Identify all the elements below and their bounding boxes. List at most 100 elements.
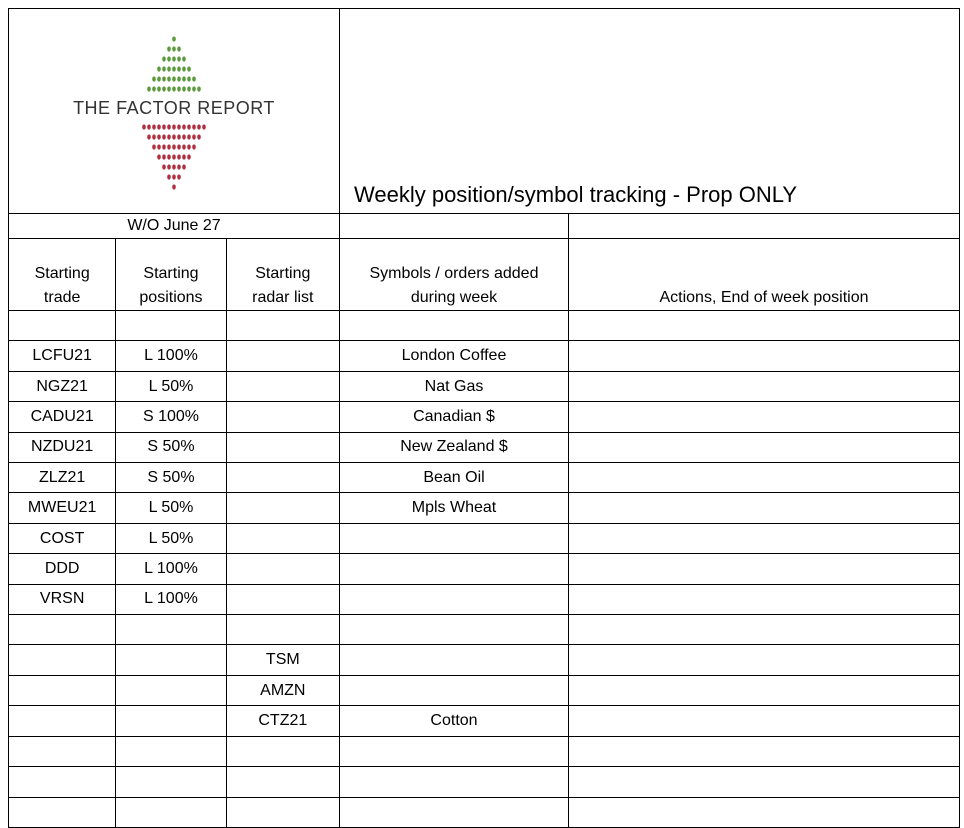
logo-dot — [182, 86, 186, 92]
header-cell: Symbols / orders added during week — [339, 238, 569, 311]
logo-dot — [152, 144, 156, 150]
header-text: Symbols / orders added — [369, 265, 539, 282]
header-text: Starting — [143, 265, 199, 282]
data-cell: L 100% — [115, 340, 227, 372]
logo-dot — [157, 134, 161, 140]
blank-cell — [568, 213, 960, 239]
logo-dot — [172, 134, 176, 140]
logo-dot — [152, 76, 156, 82]
data-row: CADU21 S 100% Canadian $ — [7, 401, 960, 433]
blank-cell — [339, 309, 569, 342]
blank-cell — [115, 309, 227, 342]
blank-cell — [225, 431, 341, 464]
spreadsheet: THE FACTOR REPORT Weekly position/symbol… — [7, 8, 960, 828]
logo-dot — [167, 56, 171, 62]
blank-cell — [225, 309, 341, 342]
logo-dot — [177, 86, 181, 92]
data-row — [7, 614, 960, 646]
logo-dot — [152, 134, 156, 140]
blank-cell — [339, 674, 569, 707]
logo-dot — [167, 76, 171, 82]
data-row: LCFU21 L 100% London Coffee — [7, 340, 960, 372]
header-text: trade — [43, 289, 81, 306]
logo-dot — [172, 124, 176, 130]
tracking-table: THE FACTOR REPORT Weekly position/symbol… — [7, 8, 960, 828]
blank-cell — [115, 796, 227, 828]
logo-dot — [172, 164, 176, 170]
blank-cell — [7, 614, 117, 646]
logo-dot — [162, 124, 166, 130]
logo-dot — [157, 66, 161, 72]
blank-cell — [115, 614, 227, 646]
blank-cell — [7, 705, 117, 737]
logo-dot — [162, 86, 166, 92]
logo-dot — [177, 66, 181, 72]
logo-dot — [162, 76, 166, 82]
week-cell: W/O June 27 — [8, 213, 340, 239]
logo-dot — [192, 144, 196, 150]
data-row — [7, 766, 960, 798]
data-cell: LCFU21 — [7, 340, 117, 372]
data-row: COST L 50% — [7, 522, 960, 555]
data-row: NGZ21 L 50% Nat Gas — [7, 370, 960, 403]
logo-dot — [192, 86, 196, 92]
blank-cell — [7, 309, 117, 342]
header-cell: Starting radar list — [225, 238, 341, 311]
data-row: TSM — [7, 644, 960, 676]
logo-dot — [182, 124, 186, 130]
data-cell: L 50% — [115, 522, 227, 555]
data-cell: Bean Oil — [339, 462, 569, 494]
logo-dot — [192, 134, 196, 140]
logo-dot — [167, 124, 171, 130]
header-text: positions — [139, 289, 203, 306]
logo-dot — [182, 144, 186, 150]
blank-cell — [568, 735, 960, 768]
logo-dot — [187, 134, 191, 140]
logo-dot — [152, 124, 156, 130]
blank-cell — [115, 735, 227, 768]
data-cell: S 50% — [115, 462, 227, 494]
data-row: DDD L 100% — [7, 553, 960, 585]
blank-cell — [225, 522, 341, 555]
blank-cell — [7, 674, 117, 707]
logo-dot — [177, 134, 181, 140]
logo-dot — [182, 76, 186, 82]
blank-cell — [7, 766, 117, 798]
blank-cell — [568, 462, 960, 494]
data-cell: MWEU21 — [7, 492, 117, 524]
logo-dot — [172, 66, 176, 72]
blank-cell — [339, 583, 569, 616]
blank-cell — [568, 309, 960, 342]
blank-cell — [225, 614, 341, 646]
blank-cell — [339, 213, 569, 239]
blank-cell — [339, 796, 569, 828]
logo-dot — [162, 56, 166, 62]
blank-cell — [225, 553, 341, 585]
blank-cell — [225, 492, 341, 524]
blank-cell — [339, 522, 569, 555]
logo-dot — [197, 134, 201, 140]
blank-cell — [339, 614, 569, 646]
logo-dot — [187, 144, 191, 150]
logo-dot — [157, 76, 161, 82]
blank-cell — [115, 644, 227, 676]
data-row — [7, 796, 960, 828]
logo-dot — [157, 154, 161, 160]
data-cell: L 50% — [115, 370, 227, 403]
blank-cell — [568, 614, 960, 646]
blank-cell — [225, 370, 341, 403]
logo-dot — [197, 124, 201, 130]
blank-cell — [568, 340, 960, 372]
blank-cell — [568, 796, 960, 828]
blank-cell — [568, 522, 960, 555]
data-cell: TSM — [225, 644, 341, 676]
data-row: VRSN L 100% — [7, 583, 960, 616]
logo-dot — [172, 36, 176, 42]
header-row: Starting trade Starting positions Starting ra… — [7, 238, 960, 311]
blank-cell — [115, 766, 227, 798]
data-row: ZLZ21 S 50% Bean Oil — [7, 462, 960, 494]
logo-dot — [142, 124, 146, 130]
data-cell: VRSN — [7, 583, 117, 616]
logo-dot — [182, 164, 186, 170]
logo-dot — [157, 86, 161, 92]
